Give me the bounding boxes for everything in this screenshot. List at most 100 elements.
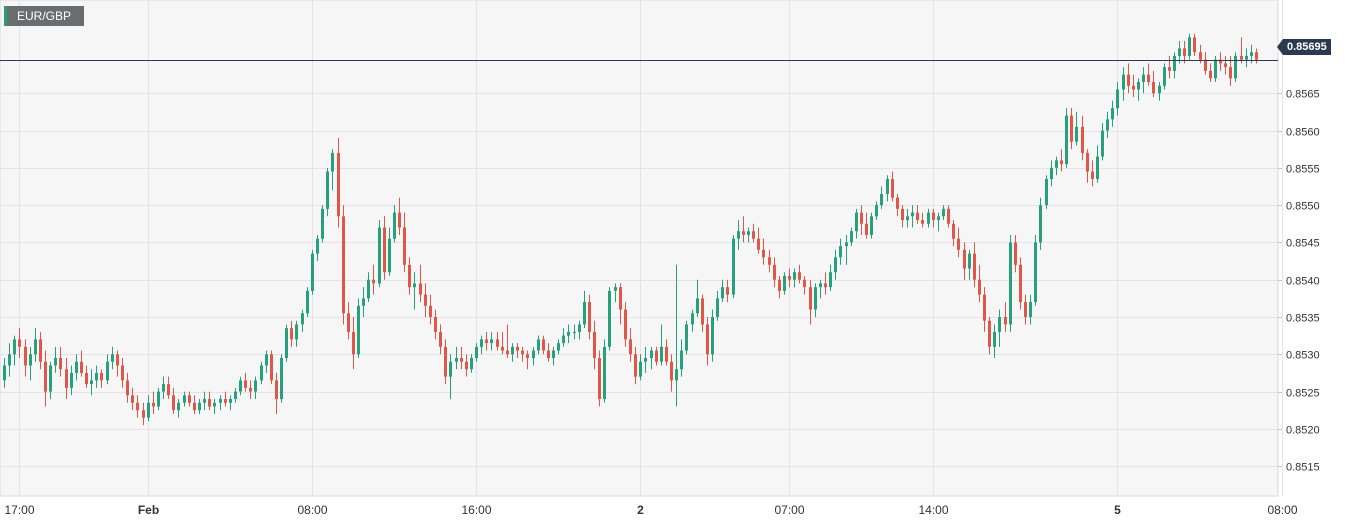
candle [24, 339, 27, 377]
candle [865, 212, 868, 239]
candle-body [429, 305, 432, 317]
candle [275, 372, 278, 414]
candle-body [747, 231, 750, 235]
candle [608, 287, 611, 351]
candle [1081, 115, 1084, 161]
candle-body [732, 238, 735, 295]
candle [624, 302, 627, 347]
candle-body [85, 372, 88, 385]
candle-body [675, 369, 678, 381]
candle-body [762, 249, 765, 258]
candle-body [1168, 67, 1171, 71]
candle [783, 272, 786, 295]
candle-body [614, 287, 617, 291]
candle [265, 350, 268, 373]
candle-body [916, 212, 919, 221]
candle-body [1055, 160, 1058, 168]
y-tick-label: 0.8525 [1286, 388, 1320, 400]
candle [3, 358, 6, 388]
candle [978, 264, 981, 303]
candle-body [793, 272, 796, 280]
candle [424, 283, 427, 317]
candle [1234, 52, 1237, 83]
candle [886, 175, 889, 202]
candle-body [1075, 126, 1078, 142]
candle-body [342, 216, 345, 314]
candle-body [198, 402, 201, 411]
candle [1122, 67, 1125, 101]
candle [485, 331, 488, 351]
candle [896, 193, 899, 217]
candle [1127, 63, 1130, 94]
candle-body [44, 361, 47, 392]
candle-body [850, 231, 853, 243]
candle [562, 328, 565, 347]
x-tick-label: 08:00 [297, 503, 327, 517]
candle-body [1045, 179, 1048, 206]
candle-body [475, 346, 478, 359]
candle [234, 387, 237, 403]
candle [1178, 41, 1181, 64]
candle-body [172, 395, 175, 411]
candle-body [650, 350, 653, 359]
candle [583, 290, 586, 329]
candle-body [932, 212, 935, 221]
candle [1116, 82, 1119, 116]
candle-body [721, 287, 724, 299]
candle [54, 346, 57, 373]
candle [526, 350, 529, 370]
candle-body [357, 305, 360, 355]
candle-body [624, 309, 627, 340]
candle-body [188, 395, 191, 403]
candle [516, 343, 519, 359]
candles [3, 33, 1258, 426]
x-tick-label: 08:00 [1267, 503, 1297, 517]
candle-body [3, 365, 6, 381]
candle-body [896, 197, 899, 209]
candle [136, 395, 139, 418]
symbol-badge[interactable]: EUR/GBP [4, 6, 84, 26]
candle-body [834, 257, 837, 273]
candle [927, 208, 930, 228]
candle [1050, 160, 1053, 187]
candle [988, 316, 991, 355]
candle-body [644, 358, 647, 362]
candle-body [768, 257, 771, 265]
candle [921, 212, 924, 228]
candle [357, 298, 360, 359]
candle [952, 220, 955, 247]
x-tick-label: 17:00 [4, 503, 34, 517]
plot-area [0, 0, 1279, 497]
candle [372, 264, 375, 295]
candle [819, 279, 822, 299]
candle [803, 275, 806, 295]
candle [573, 324, 576, 340]
candle [850, 227, 853, 247]
candle [1034, 234, 1037, 306]
candle [455, 346, 458, 370]
candle [901, 205, 904, 228]
candle [331, 149, 334, 191]
candle-body [316, 238, 319, 254]
candle-body [809, 287, 812, 310]
candle-body [147, 402, 150, 418]
candle [1163, 63, 1166, 90]
candle-body [455, 358, 458, 362]
candle [793, 268, 796, 288]
candle-body [75, 361, 78, 373]
symbol-label: EUR/GBP [17, 9, 72, 23]
candle-body [80, 361, 83, 373]
candle-body [116, 354, 119, 366]
candle-body [234, 391, 237, 400]
candle-body [870, 216, 873, 235]
candle [655, 346, 658, 366]
candle-body [152, 402, 155, 407]
candle-body [547, 350, 550, 359]
current-price-label: 0.85695 [1287, 41, 1327, 53]
candle-body [526, 354, 529, 359]
candle-body [921, 220, 924, 224]
candle-body [670, 361, 673, 381]
candle [85, 365, 88, 388]
candle [1245, 48, 1248, 68]
candle-body [393, 212, 396, 239]
